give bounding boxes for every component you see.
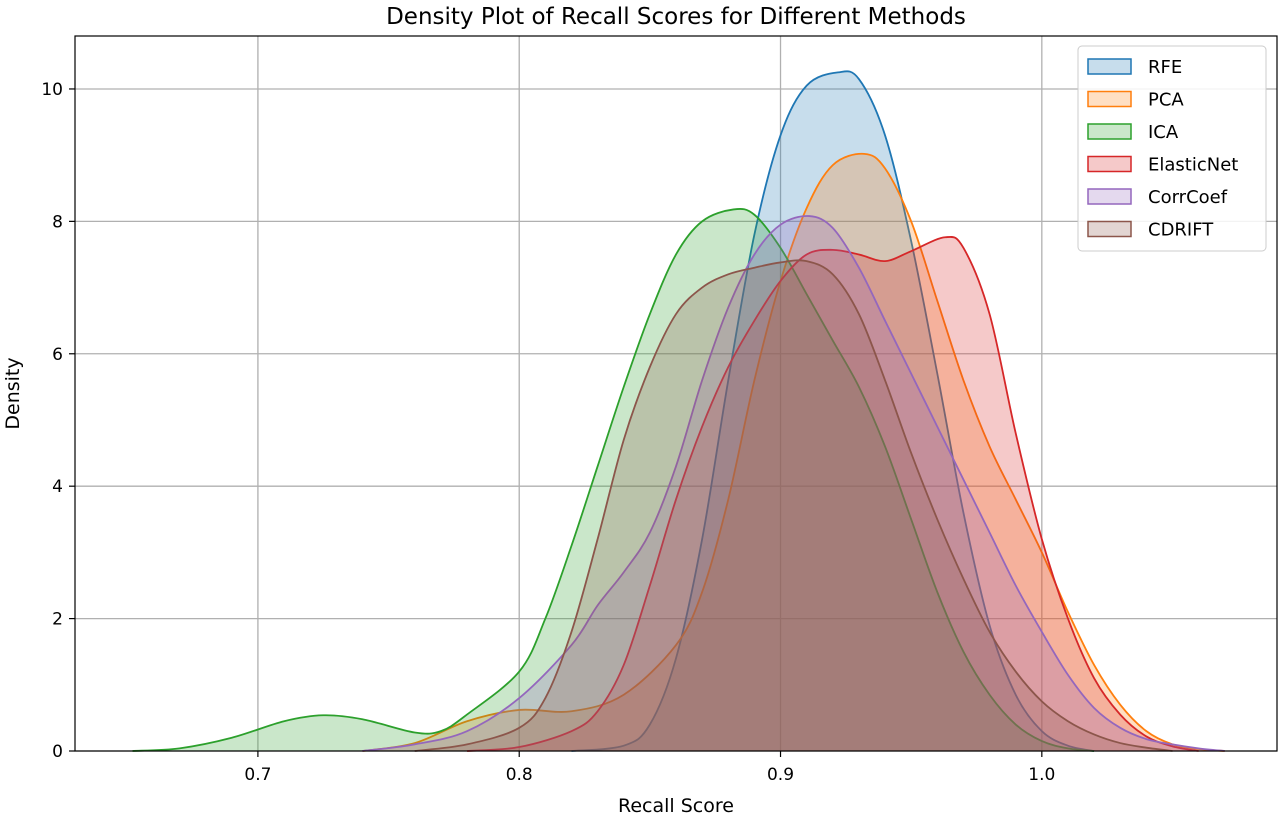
density-area-pca [362, 153, 1225, 751]
density-area-rfe [571, 71, 1095, 752]
density-area-elasticnet [466, 236, 1199, 751]
legend-swatch-rfe [1087, 58, 1132, 75]
chart-title: Density Plot of Recall Scores for Differ… [386, 4, 966, 30]
density-line-cdrift [414, 259, 1173, 752]
legend-swatch-cdrift [1087, 220, 1132, 238]
legend-swatch-elasticnet [1087, 155, 1132, 173]
legend-label-corrcoef: CorrCoef [1148, 187, 1228, 208]
legend-swatch-pca [1087, 90, 1132, 108]
legend: RFE PCA ICA ElasticNet CorrCoef CDRIFT [1077, 45, 1267, 252]
y-tick-label: 0 [52, 742, 63, 762]
x-axis-label: Recall Score [618, 795, 734, 817]
legend-box [1077, 45, 1267, 252]
y-axis-label: Density [2, 357, 24, 429]
y-tick-label: 4 [52, 477, 63, 497]
y-tick-label: 2 [52, 610, 63, 630]
y-tick-label: 6 [52, 345, 63, 365]
legend-swatch-ica [1087, 123, 1132, 140]
legend-label-cdrift: CDRIFT [1148, 220, 1214, 241]
density-line-ica [132, 208, 1095, 752]
x-tick-label: 0.9 [767, 765, 794, 785]
legend-label-rfe: RFE [1148, 57, 1182, 78]
x-tick-label: 0.7 [244, 765, 271, 785]
x-tick-label: 1.0 [1028, 765, 1055, 785]
y-tick-label: 8 [52, 212, 63, 232]
density-line-pca [362, 152, 1225, 752]
series-areas [132, 70, 1225, 752]
legend-label-ica: ICA [1148, 122, 1179, 143]
plot-frame [74, 35, 1278, 752]
x-tick-label: 0.8 [506, 765, 533, 785]
density-line-corrcoef [362, 215, 1225, 752]
density-line-elasticnet [466, 235, 1199, 752]
y-tick-label: 10 [41, 80, 63, 100]
legend-label-elasticnet: ElasticNet [1148, 155, 1238, 176]
legend-swatch-corrcoef [1087, 188, 1132, 205]
density-line-rfe [571, 70, 1095, 752]
legend-label-pca: PCA [1148, 90, 1184, 111]
density-area-cdrift [414, 260, 1173, 751]
axis-ticks: 0.7 0.8 0.9 1.0 0 2 4 6 8 10 [41, 80, 1055, 785]
density-area-corrcoef [362, 216, 1225, 751]
